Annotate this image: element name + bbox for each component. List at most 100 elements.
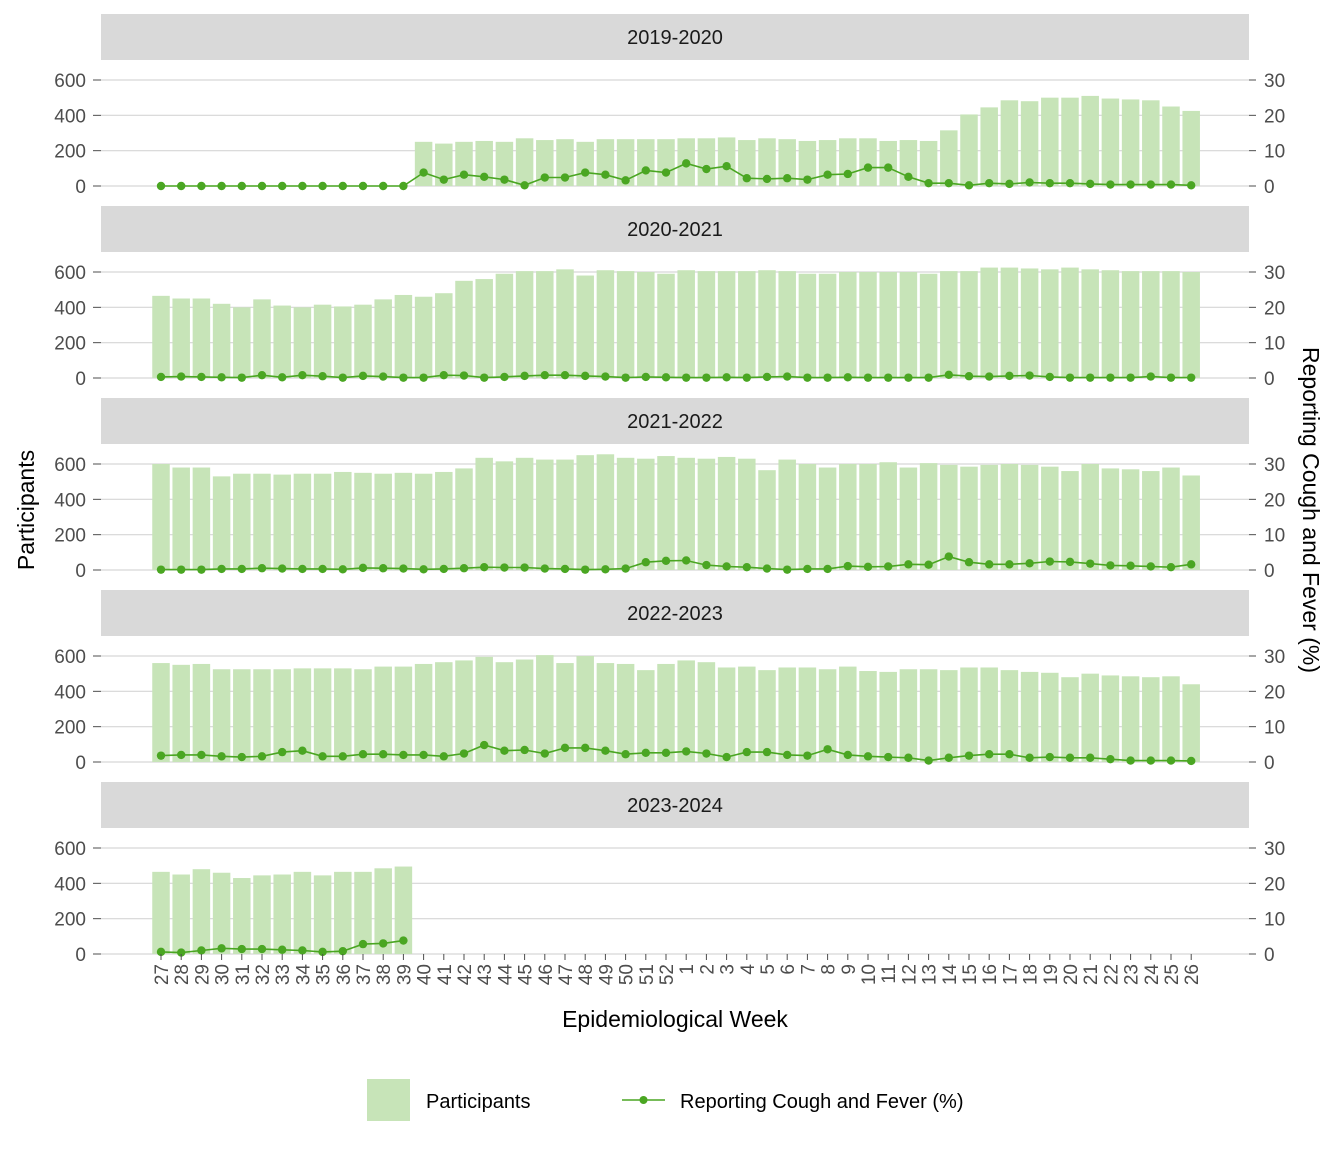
cough-fever-point [459, 564, 469, 573]
cough-fever-point [156, 565, 166, 574]
participants-bar [374, 473, 392, 570]
cough-fever-point [1025, 371, 1034, 380]
x-tick-label: 46 [536, 964, 557, 985]
participants-bar [576, 141, 594, 186]
cough-fever-point [1086, 179, 1095, 189]
y-tick-label: 200 [54, 142, 86, 163]
participants-bar [576, 656, 594, 762]
participants-bar [1162, 467, 1180, 570]
cough-fever-point [924, 178, 933, 188]
cough-fever-point [1106, 180, 1115, 189]
cough-fever-point [661, 373, 671, 382]
panel-strip-label: 2019-2020 [627, 27, 723, 49]
cough-fever-point [1166, 180, 1176, 189]
cough-fever-point [904, 373, 913, 382]
participants-bar [273, 305, 291, 378]
participants-bar [556, 459, 574, 570]
cough-fever-point [803, 751, 812, 760]
participants-bar [172, 467, 190, 570]
participants-bar [677, 660, 695, 762]
y2-tick-label: 0 [1264, 753, 1275, 774]
cough-fever-point [318, 752, 327, 761]
x-tick-label: 41 [435, 964, 456, 985]
cough-fever-point [560, 173, 570, 182]
participants-bar [1121, 676, 1140, 762]
panel-strip-label: 2023-2024 [627, 795, 723, 817]
y-tick-label: 0 [75, 753, 86, 774]
cough-fever-point [964, 181, 974, 190]
cough-fever-point [560, 370, 570, 380]
cough-fever-point [338, 946, 347, 956]
cough-fever-point [843, 373, 852, 382]
y2-axis-title: Reporting Cough and Fever (%) [1298, 347, 1324, 673]
y-tick-label: 0 [75, 561, 86, 582]
cough-fever-point [601, 170, 610, 179]
x-tick-label: 21 [1081, 964, 1102, 985]
cough-fever-point [177, 372, 186, 381]
participants-bar [435, 662, 453, 762]
participants-bar [253, 473, 271, 570]
participants-bar [394, 472, 413, 570]
cough-fever-point [641, 166, 650, 175]
cough-fever-point [298, 746, 307, 755]
participants-bar [697, 458, 716, 570]
y2-tick-label: 30 [1264, 455, 1285, 476]
participants-bar [475, 656, 493, 762]
y2-tick-label: 0 [1264, 369, 1275, 390]
participants-bar [293, 307, 312, 378]
cough-fever-point [439, 564, 448, 574]
cough-fever-point [1146, 756, 1156, 765]
cough-fever-point [884, 752, 893, 762]
cough-fever-point [621, 176, 630, 185]
participants-bar [1081, 464, 1099, 570]
cough-fever-point [156, 751, 166, 760]
participants-bar [637, 272, 655, 378]
participants-bar [475, 279, 493, 378]
participants-bar [960, 466, 978, 570]
cough-fever-point [1005, 371, 1014, 381]
x-tick-label: 5 [758, 964, 779, 975]
participants-bar [818, 467, 837, 570]
participants-bar [1101, 675, 1120, 762]
participants-bar [637, 458, 655, 570]
cough-fever-point [924, 560, 933, 569]
cough-fever-point [621, 564, 630, 573]
participants-bar [495, 662, 514, 762]
participants-bar [839, 464, 857, 570]
cough-fever-point [520, 181, 529, 190]
cough-fever-point [197, 372, 206, 382]
cough-fever-point [601, 565, 610, 574]
cough-fever-point [197, 946, 206, 955]
legend-bars-label: Participants [426, 1091, 531, 1113]
participants-bar [818, 273, 837, 378]
participants-bar [879, 671, 897, 762]
cough-fever-point [803, 564, 812, 574]
participants-bar [778, 139, 796, 186]
x-tick-label: 24 [1142, 964, 1163, 986]
participants-bar [1020, 464, 1039, 570]
y2-tick-label: 20 [1264, 682, 1285, 703]
participants-bar [556, 663, 574, 762]
participants-bar [1000, 100, 1019, 186]
y2-tick-label: 10 [1264, 142, 1285, 163]
participants-bar [152, 663, 170, 762]
cough-fever-point [399, 936, 408, 945]
panel-2020-2021: 2020-2021 0 200 400 600 0 10 20 30 [54, 206, 1285, 390]
cough-fever-point [742, 562, 751, 572]
cough-fever-point [884, 163, 893, 172]
cough-fever-point [177, 181, 186, 191]
cough-fever-point [661, 748, 671, 758]
y-tick-label: 600 [54, 71, 86, 92]
participants-bar [273, 669, 291, 762]
participants-bar [435, 471, 453, 570]
participants-bar [1081, 269, 1099, 378]
participants-bar [435, 143, 453, 186]
participants-bar [859, 464, 877, 570]
cough-fever-point [985, 178, 994, 188]
cough-fever-point [459, 749, 469, 758]
cough-fever-point [682, 373, 691, 382]
participants-bar [899, 272, 918, 378]
cough-fever-point [358, 371, 368, 381]
cough-fever-point [540, 173, 549, 182]
cough-fever-point [1166, 756, 1176, 765]
